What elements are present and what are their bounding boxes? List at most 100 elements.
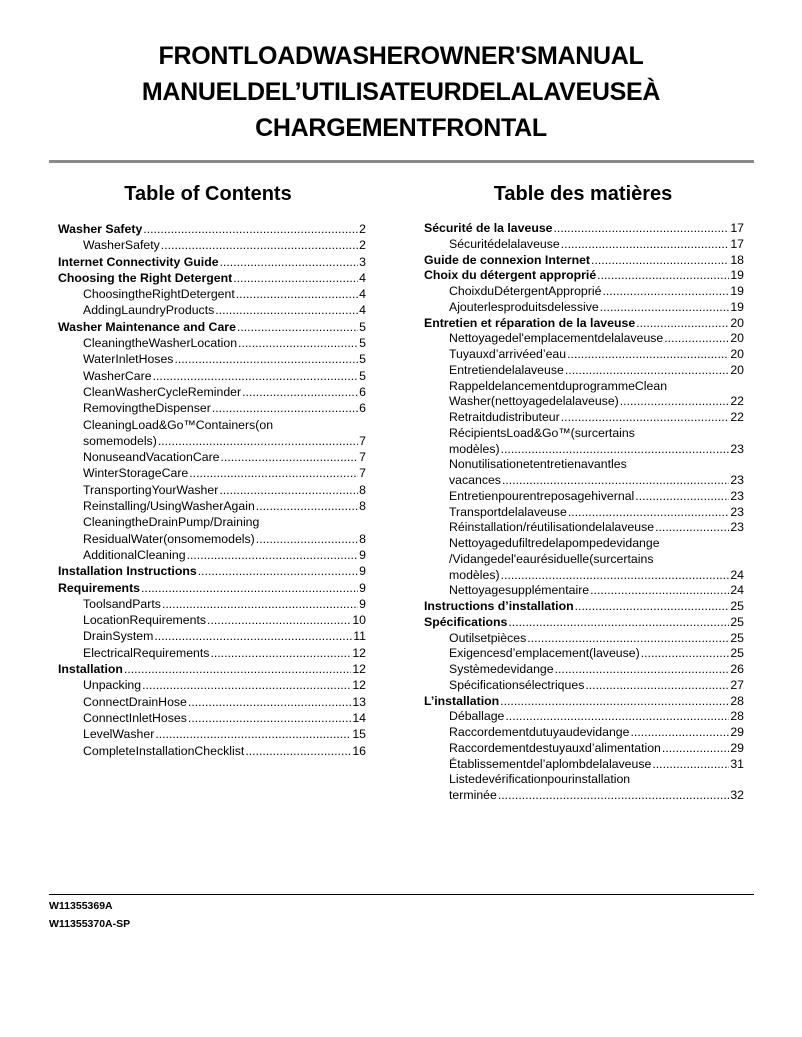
toc-entry[interactable]: LevelWasher 15 [58, 726, 366, 742]
toc-entry[interactable]: vacances 23 [424, 473, 744, 489]
toc-entry[interactable]: Entretienpourentreposagehivernal 23 [424, 489, 744, 505]
toc-entry-page: 12 [352, 678, 366, 693]
toc-entry[interactable]: Installation 12 [58, 661, 366, 677]
toc-entry-page: 7 [359, 433, 366, 448]
dot-leader [662, 741, 729, 757]
toc-entry[interactable]: somemodels) 7 [58, 433, 366, 449]
toc-entry[interactable]: Choosing the Right Detergent 4 [58, 270, 366, 286]
toc-entry-page: 13 [352, 694, 366, 709]
dot-leader [655, 520, 729, 536]
toc-entry[interactable]: Tuyauxd’arrivéed’eau 20 [424, 347, 744, 363]
title-line-2: MANUELDEL’UTILISATEURDELALAVEUSEÀ [141, 78, 661, 106]
toc-entry-page: 29 [730, 740, 744, 755]
toc-entry[interactable]: RemovingtheDispenser 6 [58, 400, 366, 416]
dot-leader [590, 583, 729, 599]
dot-leader [256, 531, 358, 547]
toc-entry[interactable]: Choix du détergent approprié 19 [424, 268, 744, 284]
toc-entry-title: Reinstalling/UsingWasherAgain [83, 499, 255, 514]
toc-entry[interactable]: Reinstalling/UsingWasherAgain 8 [58, 498, 366, 514]
toc-entry[interactable]: Guide de connexion Internet 18 [424, 253, 744, 269]
toc-entry[interactable]: Entretien et réparation de la laveuse 20 [424, 316, 744, 332]
dot-leader [124, 661, 351, 677]
toc-entry[interactable]: Déballage 28 [424, 709, 744, 725]
toc-entry-page: 19 [730, 268, 744, 283]
toc-entry[interactable]: L’installation 28 [424, 694, 744, 710]
toc-entry[interactable]: AdditionalCleaning 9 [58, 547, 366, 563]
toc-entry[interactable]: Instructions d’installation 25 [424, 599, 744, 615]
dot-leader [237, 319, 358, 335]
dot-leader [142, 677, 351, 693]
toc-entry-title: TransportingYourWasher [83, 482, 219, 497]
toc-entry[interactable]: Sécuritédelalaveuse 17 [424, 237, 744, 253]
toc-entry-page: 5 [359, 352, 366, 367]
toc-entry[interactable]: Washer Safety 2 [58, 221, 366, 237]
toc-entry-title: Nettoyagedel'emplacementdelalaveuse [449, 331, 664, 346]
dot-leader [555, 662, 730, 678]
toc-entry[interactable]: ConnectDrainHose 13 [58, 694, 366, 710]
toc-entry[interactable]: modèles) 23 [424, 442, 744, 458]
toc-entry[interactable]: Réinstallation/réutilisationdelalaveuse 2… [424, 520, 744, 536]
toc-entry[interactable]: WasherSafety 2 [58, 237, 366, 253]
toc-entry[interactable]: ConnectInletHoses 14 [58, 710, 366, 726]
toc-heading-fr: Table des matières [493, 183, 673, 205]
toc-entry[interactable]: Internet Connectivity Guide 3 [58, 254, 366, 270]
toc-entry[interactable]: Nettoyagesupplémentaire 24 [424, 583, 744, 599]
toc-entry-page: 16 [352, 743, 366, 758]
toc-entry-title: Transportdelalaveuse [449, 504, 567, 519]
toc-entry[interactable]: Outilsetpièces 25 [424, 631, 744, 647]
dot-leader [221, 449, 359, 465]
toc-entry[interactable]: Unpacking 12 [58, 677, 366, 693]
toc-entry-page: 10 [352, 613, 366, 628]
toc-entry[interactable]: ResidualWater(onsomemodels) 8 [58, 531, 366, 547]
toc-entry[interactable]: Raccordementdutuyaudevidange 29 [424, 725, 744, 741]
toc-entry[interactable]: Ajouterlesproduitsdelessive 19 [424, 300, 744, 316]
toc-entry[interactable]: WinterStorageCare 7 [58, 465, 366, 481]
toc-entry[interactable]: Entretiendelalaveuse 20 [424, 363, 744, 379]
toc-entry[interactable]: TransportingYourWasher 8 [58, 482, 366, 498]
toc-entry[interactable]: CompleteInstallationChecklist 16 [58, 743, 366, 759]
toc-entry[interactable]: Washer(nettoyagedelalaveuse) 22 [424, 394, 744, 410]
toc-entry[interactable]: WasherCare 5 [58, 368, 366, 384]
toc-entry-title: Outilsetpièces [449, 630, 527, 645]
toc-entry[interactable]: Nettoyagedel'emplacementdelalaveuse 20 [424, 331, 744, 347]
toc-entry[interactable]: DrainSystem 11 [58, 628, 366, 644]
toc-entry[interactable]: Spécifications 25 [424, 615, 744, 631]
title-line-3: CHARGEMENTFRONTAL [255, 114, 547, 142]
toc-entry-page: 7 [359, 450, 366, 465]
toc-entry[interactable]: Systèmedevidange 26 [424, 662, 744, 678]
toc-entry[interactable]: Washer Maintenance and Care 5 [58, 319, 366, 335]
toc-entry[interactable]: modèles) 24 [424, 568, 744, 584]
toc-entry[interactable]: WaterInletHoses 5 [58, 351, 366, 367]
toc-entry[interactable]: Établissementdel’aplombdelalaveuse 31 [424, 757, 744, 773]
toc-entry[interactable]: Spécificationsélectriques 27 [424, 678, 744, 694]
dot-leader [561, 237, 730, 253]
toc-entry-title: Systèmedevidange [449, 662, 554, 676]
toc-entry[interactable]: terminée 32 [424, 788, 744, 804]
toc-entry-page: 17 [730, 236, 744, 251]
toc-entry[interactable]: Retraitdudistributeur 22 [424, 410, 744, 426]
dot-leader [210, 645, 351, 661]
toc-entry[interactable]: ToolsandParts 9 [58, 596, 366, 612]
toc-entry[interactable]: ElectricalRequirements 12 [58, 645, 366, 661]
toc-entry[interactable]: Transportdelalaveuse 23 [424, 505, 744, 521]
dot-leader [187, 547, 359, 563]
toc-entry[interactable]: AddingLaundryProducts 4 [58, 302, 366, 318]
toc-entry[interactable]: Exigencesd’emplacement(laveuse) 25 [424, 646, 744, 662]
dot-leader [238, 335, 358, 351]
toc-entry[interactable]: CleaningtheWasherLocation 5 [58, 335, 366, 351]
toc-entry[interactable]: ChoosingtheRightDetergent 4 [58, 286, 366, 302]
toc-entry[interactable]: Sécurité de la laveuse 17 [424, 221, 744, 237]
toc-entry[interactable]: LocationRequirements 10 [58, 612, 366, 628]
toc-entry-title: ConnectDrainHose [83, 694, 187, 709]
toc-entry-page: 28 [730, 693, 744, 708]
toc-entry[interactable]: CleanWasherCycleReminder 6 [58, 384, 366, 400]
toc-entry[interactable]: Installation Instructions 9 [58, 563, 366, 579]
toc-entry[interactable]: Raccordementdestuyauxd’alimentation 29 [424, 741, 744, 757]
toc-entry-page: 5 [359, 336, 366, 351]
toc-entry-page: 28 [730, 709, 744, 724]
dot-leader [508, 615, 729, 631]
toc-entry-title: CompleteInstallationChecklist [83, 743, 245, 758]
toc-entry[interactable]: NonuseandVacationCare 7 [58, 449, 366, 465]
toc-entry[interactable]: Requirements 9 [58, 580, 366, 596]
toc-entry[interactable]: ChoixduDétergentApproprié 19 [424, 284, 744, 300]
